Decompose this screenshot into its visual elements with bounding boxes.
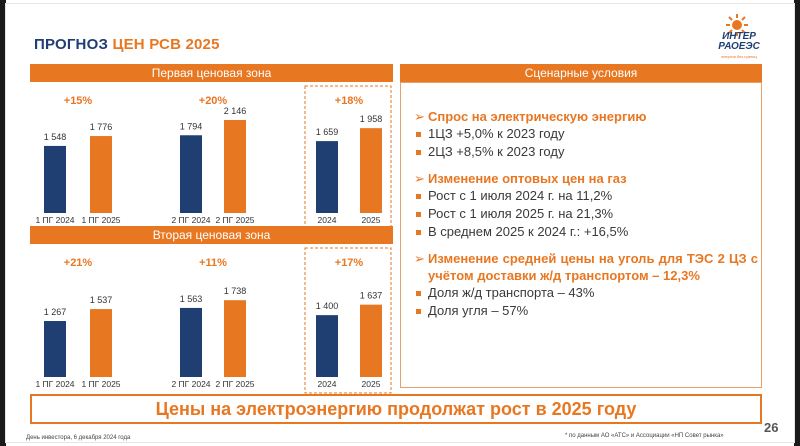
- data-label: 1 776: [90, 122, 113, 132]
- bullet-icon: [416, 194, 421, 199]
- scenario-header: Сценарные условия: [400, 64, 762, 82]
- title-part-1: ПРОГНОЗ: [34, 36, 109, 53]
- tick-label: 2 ПГ 2025: [215, 215, 254, 225]
- scenario-section-demand: ➢ Спрос на электрическую энергию 1ЦЗ +5,…: [414, 108, 758, 161]
- section-heading: ➢ Изменение средней цены на уголь для ТЭ…: [414, 250, 758, 284]
- growth-label: +11%: [199, 257, 227, 269]
- section-heading-text: Изменение оптовых цен на газ: [428, 171, 627, 186]
- bar: [316, 315, 338, 377]
- tick-label: 2025: [362, 215, 381, 225]
- data-label: 2 146: [224, 106, 247, 116]
- data-label: 1 958: [360, 114, 383, 124]
- zone-1-chart: 1 548 1 ПГ 2024 1 776 1 ПГ 2025 1 794 2 ПГ 20…: [35, 85, 392, 226]
- scenario-section-coal: ➢ Изменение средней цены на уголь для ТЭ…: [414, 250, 758, 320]
- highlight-frame: [304, 247, 392, 394]
- page-number: 26: [764, 420, 779, 435]
- tick-label: 2 ПГ 2024: [171, 215, 210, 225]
- tick-label: 1 ПГ 2025: [81, 379, 120, 389]
- bar: [360, 128, 382, 213]
- left-border: [0, 0, 6, 446]
- growth-label: +17%: [335, 257, 364, 269]
- list-item: 2ЦЗ +8,5% к 2023 году: [414, 143, 758, 161]
- zone-1-header: Первая ценовая зона: [30, 64, 393, 82]
- growth-label: +15%: [64, 95, 93, 107]
- bar: [90, 136, 112, 213]
- chevron-right-icon: ➢: [414, 109, 425, 124]
- tick-label: 2024: [318, 379, 337, 389]
- chevron-right-icon: ➢: [414, 171, 425, 186]
- growth-label: +21%: [64, 257, 93, 269]
- title-part-2: ЦЕН РСВ 2025: [112, 36, 220, 53]
- bullet-icon: [416, 291, 421, 296]
- data-label: 1 548: [44, 132, 67, 142]
- bar: [224, 120, 246, 213]
- company-logo: ИНТЕР РАОЕЭС энергия без границ: [704, 14, 774, 64]
- conclusion-banner: Цены на электроэнергию продолжат рост в …: [30, 394, 762, 424]
- growth-label: +20%: [199, 95, 228, 107]
- data-label: 1 537: [90, 295, 113, 305]
- page-title: ПРОГНОЗ ЦЕН РСВ 2025: [34, 36, 220, 53]
- bar: [44, 145, 66, 213]
- section-heading-text: Изменение средней цены на уголь для ТЭС …: [428, 251, 758, 283]
- zone-2-header: Вторая ценовая зона: [30, 226, 393, 244]
- sun-icon: [726, 14, 748, 36]
- logo-line-1: ИНТЕР: [722, 31, 756, 42]
- logo-text: ИНТЕР РАОЕЭС: [704, 32, 774, 52]
- list-item: Доля ж/д транспорта – 43%: [414, 284, 758, 302]
- list-item: Доля угля – 57%: [414, 302, 758, 320]
- highlight-frame: [304, 85, 392, 226]
- data-label: 1 659: [316, 127, 339, 137]
- bar: [90, 309, 112, 377]
- data-label: 1 637: [360, 291, 383, 301]
- data-label: 1 794: [180, 121, 203, 131]
- list-item: 1ЦЗ +5,0% к 2023 году: [414, 125, 758, 143]
- logo-line-2: РАОЕЭС: [718, 41, 760, 52]
- data-label: 1 400: [316, 301, 339, 311]
- footer-source: * по данным АО «АТС» и Ассоциации «НП Со…: [565, 433, 724, 439]
- scenario-section-gas: ➢ Изменение оптовых цен на газ Рост с 1 …: [414, 170, 758, 241]
- bar: [224, 300, 246, 377]
- bar: [180, 307, 202, 377]
- section-heading-text: Спрос на электрическую энергию: [428, 109, 647, 124]
- tick-label: 2 ПГ 2024: [171, 379, 210, 389]
- data-label: 1 563: [180, 294, 203, 304]
- list-item: В среднем 2025 к 2024 г.: +16,5%: [414, 223, 758, 241]
- logo-tagline: энергия без границ: [721, 54, 757, 59]
- scenario-list: ➢ Спрос на электрическую энергию 1ЦЗ +5,…: [414, 108, 758, 329]
- data-label: 1 738: [224, 286, 247, 296]
- list-item: Рост с 1 июля 2024 г. на 11,2%: [414, 187, 758, 205]
- scenario-box: [400, 82, 762, 388]
- bullet-icon: [416, 230, 421, 235]
- section-heading: ➢ Спрос на электрическую энергию: [414, 108, 758, 125]
- zone-2-chart: 1 267 1 ПГ 2024 1 537 1 ПГ 2025 1 563 2 ПГ 20…: [35, 247, 392, 394]
- growth-label: +18%: [335, 95, 364, 107]
- bullet-icon: [416, 150, 421, 155]
- bar: [316, 141, 338, 213]
- bullet-icon: [416, 212, 421, 217]
- tick-label: 1 ПГ 2024: [35, 379, 74, 389]
- footer-event: День инвестора, 6 декабря 2024 года: [26, 435, 131, 441]
- right-border: [794, 0, 800, 446]
- tick-label: 1 ПГ 2024: [35, 215, 74, 225]
- list-item: Рост с 1 июля 2025 г. на 21,3%: [414, 205, 758, 223]
- bullet-icon: [416, 309, 421, 314]
- tick-label: 2025: [362, 379, 381, 389]
- bar: [360, 304, 382, 377]
- bullet-icon: [416, 132, 421, 137]
- tick-label: 1 ПГ 2025: [81, 215, 120, 225]
- data-label: 1 267: [44, 307, 67, 317]
- tick-label: 2024: [318, 215, 337, 225]
- bar: [180, 135, 202, 213]
- tick-label: 2 ПГ 2025: [215, 379, 254, 389]
- section-heading: ➢ Изменение оптовых цен на газ: [414, 170, 758, 187]
- chevron-right-icon: ➢: [414, 251, 425, 266]
- bar: [44, 321, 66, 377]
